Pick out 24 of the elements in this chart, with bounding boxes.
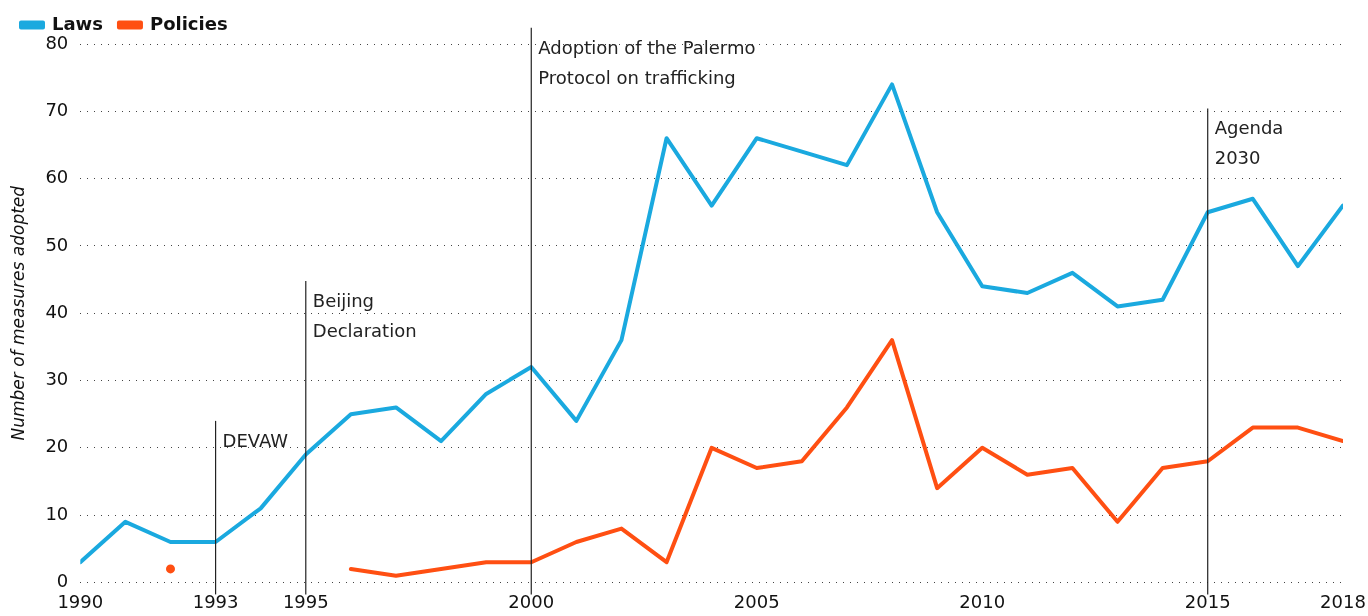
x-tick-label: 1993 bbox=[192, 590, 239, 612]
ref-line-label: Agenda 2030 bbox=[1214, 117, 1284, 169]
x-tick-label: 2010 bbox=[959, 590, 1006, 612]
x-tick-label: 1995 bbox=[282, 590, 329, 612]
x-tick-label: 1990 bbox=[57, 590, 104, 612]
y-tick-label: 30 bbox=[45, 368, 69, 390]
ref-line-label: DEVAW bbox=[222, 429, 289, 451]
y-tick-label: 50 bbox=[45, 233, 69, 255]
x-tick-label: 2005 bbox=[733, 590, 780, 612]
y-tick-label: 20 bbox=[45, 435, 69, 457]
y-tick-label: 80 bbox=[45, 31, 69, 53]
ref-line-label: Beijing Declaration bbox=[312, 289, 417, 341]
legend-label: Laws bbox=[52, 12, 103, 34]
x-tick-label: 2000 bbox=[508, 590, 555, 612]
y-tick-label: 0 bbox=[56, 570, 69, 592]
x-tick-label: 2015 bbox=[1184, 590, 1231, 612]
y-tick-label: 60 bbox=[45, 166, 69, 188]
legend-label: Policies bbox=[149, 12, 228, 34]
x-tick-label: 2018 bbox=[1320, 590, 1366, 612]
y-axis-title: Number of measures adopted bbox=[7, 185, 28, 441]
y-tick-label: 70 bbox=[45, 98, 69, 120]
y-tick-label: 10 bbox=[45, 502, 69, 524]
y-tick-label: 40 bbox=[45, 300, 69, 322]
ref-line-label: Adoption of the Palermo Protocol on trafficking bbox=[538, 36, 756, 88]
